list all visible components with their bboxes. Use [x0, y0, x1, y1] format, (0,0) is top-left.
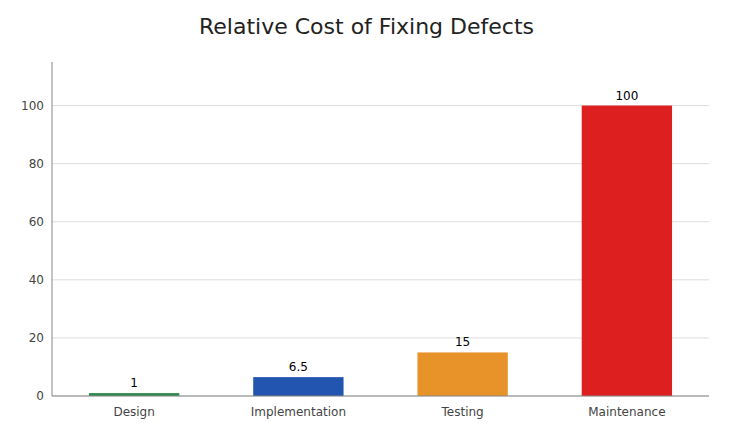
data-label: 1 [130, 376, 138, 390]
y-tick-label: 60 [29, 215, 44, 229]
y-axis-line [52, 62, 53, 396]
y-tick-label: 20 [29, 331, 44, 345]
data-label: 15 [455, 335, 470, 349]
page: {"chart_data": {"type": "bar", "title": … [0, 0, 733, 438]
bar [417, 352, 507, 396]
x-tick-label: Maintenance [588, 405, 665, 419]
chart: Relative Cost of Fixing Defects 0 20 40 60 80… [0, 0, 733, 438]
x-tick-label: Design [113, 405, 154, 419]
y-tick-label: 0 [36, 389, 44, 403]
grid [52, 106, 709, 396]
y-tick-label: 80 [29, 157, 44, 171]
data-label: 6.5 [289, 360, 308, 374]
y-tick-label: 100 [21, 99, 44, 113]
y-tick-label: 40 [29, 273, 44, 287]
bars [89, 106, 672, 396]
grid-line [52, 396, 709, 397]
x-tick-label: Testing [441, 405, 484, 419]
bar [253, 377, 343, 396]
bar [582, 106, 672, 396]
x-tick-label: Implementation [251, 405, 346, 419]
data-label: 100 [615, 89, 638, 103]
x-axis-line [52, 396, 709, 397]
title: Relative Cost of Fixing Defects [199, 14, 534, 39]
